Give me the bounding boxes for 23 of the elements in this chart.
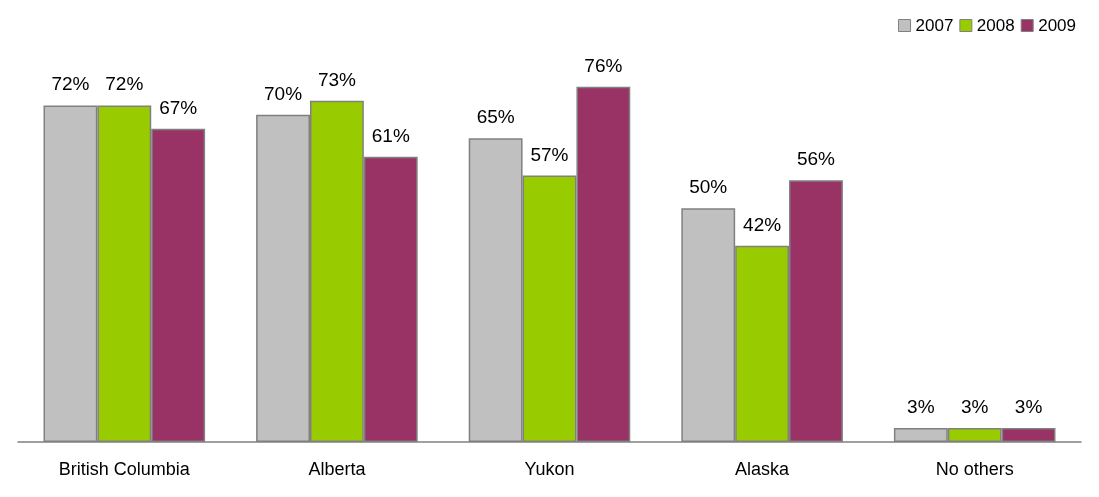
data-label: 57% xyxy=(530,143,569,165)
data-label: 65% xyxy=(476,106,515,128)
data-label: 3% xyxy=(960,395,989,417)
data-label: 72% xyxy=(51,73,90,95)
data-label: 70% xyxy=(264,82,303,104)
data-label: 76% xyxy=(584,54,623,76)
legend-label: 2008 xyxy=(976,16,1015,35)
data-label: 50% xyxy=(689,176,728,198)
x-tick-label: Alaska xyxy=(735,459,791,479)
data-label: 42% xyxy=(743,213,782,235)
legend-label: 2009 xyxy=(1038,16,1077,35)
x-tick-label: Yukon xyxy=(524,459,575,479)
data-label: 67% xyxy=(159,96,198,118)
data-label: 72% xyxy=(105,73,144,95)
legend-label: 2007 xyxy=(915,16,954,35)
x-tick-label: Alberta xyxy=(308,459,367,479)
x-tick-label: No others xyxy=(935,459,1014,479)
data-label: 3% xyxy=(1014,395,1043,417)
data-label: 56% xyxy=(796,148,836,170)
data-label: 61% xyxy=(371,124,410,146)
data-label: 73% xyxy=(317,68,357,90)
data-label: 3% xyxy=(907,395,935,417)
x-tick-label: British Columbia xyxy=(58,459,191,479)
